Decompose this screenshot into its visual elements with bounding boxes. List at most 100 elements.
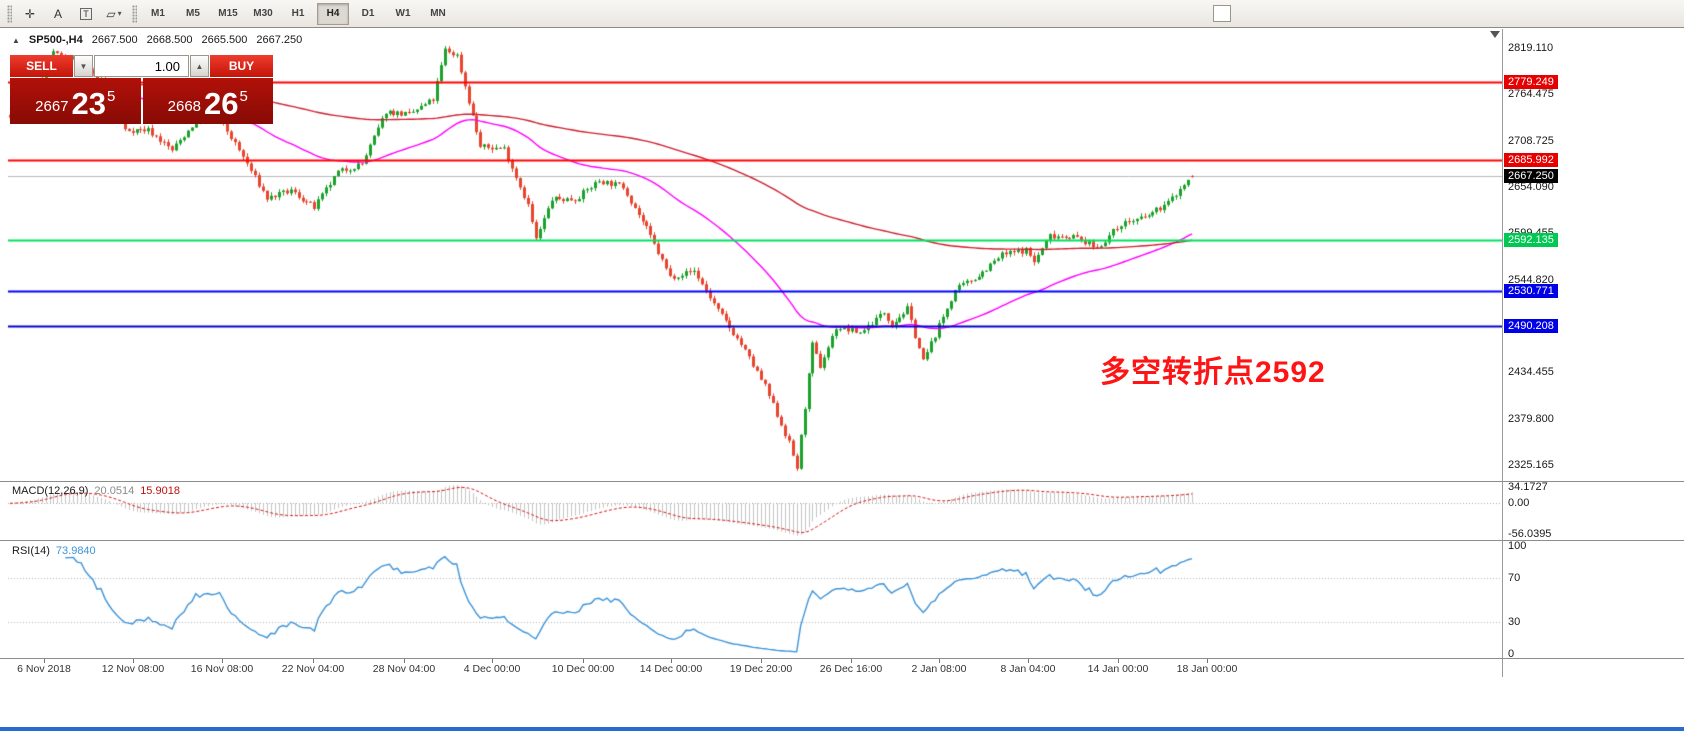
price-axis-tick: 2544.820	[1508, 273, 1554, 286]
price-line-badge: 2530.771	[1504, 284, 1558, 299]
unknown-toolbar-button[interactable]	[1213, 5, 1231, 22]
price-line-badge: 2779.249	[1504, 74, 1558, 89]
indicator-axis-label: 0	[1508, 648, 1515, 660]
ohlc-low: 2665.500	[201, 34, 248, 46]
time-axis-label: 19 Dec 20:00	[729, 663, 793, 675]
one-click-panel-toggle-icon[interactable]: ▲	[12, 35, 20, 45]
timeframe-button-m15[interactable]: M15	[218, 8, 238, 19]
chart-text-annotation: 多空转折点2592	[1100, 356, 1326, 389]
ask-big-figure: 2668	[167, 98, 202, 115]
timeframe-button-m1[interactable]: M1	[151, 8, 165, 19]
time-axis-tick	[1028, 659, 1029, 663]
ohlc-close: 2667.250	[256, 34, 303, 46]
volume-increase-button[interactable]: ▲	[190, 55, 209, 77]
bid-big-figure: 2667	[35, 98, 69, 115]
price-line-badge: 2592.135	[1504, 232, 1558, 247]
indicator-axis-label: -56.0395	[1508, 528, 1552, 540]
time-axis-label: 16 Nov 08:00	[190, 663, 254, 675]
macd-rsi-splitter[interactable]	[0, 540, 1684, 541]
macd-pane-canvas[interactable]	[0, 482, 1502, 539]
time-axis-label: 4 Dec 00:00	[463, 663, 521, 675]
price-axis-tick: 2379.800	[1508, 412, 1554, 425]
text-label-tool-button[interactable]: A	[53, 6, 62, 21]
main-macd-splitter[interactable]	[0, 481, 1684, 482]
timeframe-button-d1[interactable]: D1	[361, 8, 375, 19]
time-axis-tick	[313, 659, 314, 663]
price-line-badge: 2685.992	[1504, 153, 1558, 168]
ask-pipette: 5	[239, 88, 248, 105]
one-click-trading-panel: SELL ▼ ▲ BUY 2667 23 5 2668 26 5	[10, 55, 273, 124]
price-axis-tick: 2434.455	[1508, 366, 1554, 379]
timeframe-toolbar: M1 M5 M15 M30 H1 H4 D1 W1 MN	[142, 2, 454, 25]
indicator-axis-label: 0.00	[1508, 497, 1530, 510]
rsi-value: 73.9840	[55, 545, 96, 557]
timeframe-toolbar-drag-handle[interactable]	[132, 4, 137, 23]
top-toolbar: ✛ A T ▱ ▾ M1 M5 M15 M30 H1 H4 D1 W1 MN	[0, 0, 1684, 28]
time-axis[interactable]: 6 Nov 2018 12 Nov 08:00 16 Nov 08:00 22 Nov…	[0, 659, 1502, 677]
time-axis-tick	[761, 659, 762, 663]
drawing-tools-group: ✛ A T ▱ ▾	[17, 2, 127, 26]
timeframe-button-h4[interactable]: H4	[317, 2, 349, 25]
ohlc-open: 2667.500	[91, 34, 138, 46]
time-axis-tick	[1207, 659, 1208, 663]
volume-decrease-button[interactable]: ▼	[74, 55, 93, 77]
rsi-indicator-label: RSI(14) 73.9840	[12, 545, 96, 557]
buy-button[interactable]: BUY	[210, 55, 273, 77]
indicator-axis-label: 34.1727	[1508, 481, 1548, 493]
price-line-badge: 2490.208	[1504, 318, 1558, 333]
indicator-axis-label: 70	[1508, 572, 1521, 585]
timeframe-button-m5[interactable]: M5	[186, 8, 200, 19]
time-axis-tick	[404, 659, 405, 663]
price-line-badge: 2667.250	[1504, 169, 1558, 184]
time-axis-tick	[851, 659, 852, 663]
chart-shift-marker-icon[interactable]	[1490, 31, 1500, 38]
time-axis-tick	[1118, 659, 1119, 663]
time-axis-tick	[222, 659, 223, 663]
price-axis-tick: 2819.110	[1508, 42, 1554, 54]
timeframe-button-w1[interactable]: W1	[395, 8, 411, 19]
price-axis-tick: 2764.475	[1508, 88, 1554, 101]
timeframe-button-m30[interactable]: M30	[253, 8, 273, 19]
volume-input[interactable]	[94, 55, 189, 77]
time-axis-label: 18 Jan 00:00	[1176, 663, 1238, 675]
time-axis-tick	[133, 659, 134, 663]
bid-price-display[interactable]: 2667 23 5	[10, 78, 141, 124]
crosshair-tool-button[interactable]: ✛	[24, 6, 36, 21]
symbol-period-label: SP500-,H4	[28, 34, 83, 46]
ask-price-display[interactable]: 2668 26 5	[142, 78, 273, 124]
bid-pipette: 5	[107, 88, 116, 105]
time-axis-tick	[939, 659, 940, 663]
price-axis[interactable]: 2819.1102764.4752708.7252654.0902599.455…	[1502, 29, 1684, 677]
time-axis-tick	[492, 659, 493, 663]
time-axis-label: 10 Dec 00:00	[551, 663, 615, 675]
time-axis-label: 22 Nov 04:00	[281, 663, 345, 675]
macd-main-value: 20.0514	[94, 485, 135, 497]
time-axis-label: 12 Nov 08:00	[101, 663, 165, 675]
price-axis-tick: 2654.090	[1508, 180, 1554, 193]
time-axis-label: 14 Jan 00:00	[1087, 663, 1149, 675]
shapes-tool-button[interactable]: ▱ ▾	[106, 6, 122, 21]
price-axis-tick: 2708.725	[1508, 134, 1554, 147]
macd-signal-value: 15.9018	[140, 485, 180, 497]
sell-button[interactable]: SELL	[10, 55, 73, 77]
time-axis-tick	[44, 659, 45, 663]
time-axis-label: 6 Nov 2018	[17, 663, 71, 675]
macd-indicator-label: MACD(12,26,9) 20.0514 15.9018	[12, 485, 180, 497]
rsi-pane-canvas[interactable]	[0, 541, 1502, 658]
toolbar-drag-handle[interactable]	[7, 4, 12, 23]
time-axis-label: 14 Dec 00:00	[639, 663, 703, 675]
indicator-axis-label: 30	[1508, 615, 1521, 628]
timeframe-button-mn[interactable]: MN	[430, 8, 446, 19]
timeframe-button-h1[interactable]: H1	[291, 8, 305, 19]
time-axis-label: 2 Jan 08:00	[911, 663, 967, 675]
indicator-axis-label: 100	[1508, 540, 1527, 552]
bottom-accent-bar	[0, 727, 1684, 731]
dropdown-caret-icon: ▾	[117, 9, 122, 18]
ask-pips: 26	[204, 86, 239, 121]
text-box-tool-button[interactable]: T	[73, 2, 99, 26]
price-axis-tick: 2325.165	[1508, 458, 1554, 471]
time-axis-label: 26 Dec 16:00	[819, 663, 883, 675]
rsi-timeaxis-separator	[0, 658, 1684, 659]
bid-pips: 23	[71, 86, 106, 121]
